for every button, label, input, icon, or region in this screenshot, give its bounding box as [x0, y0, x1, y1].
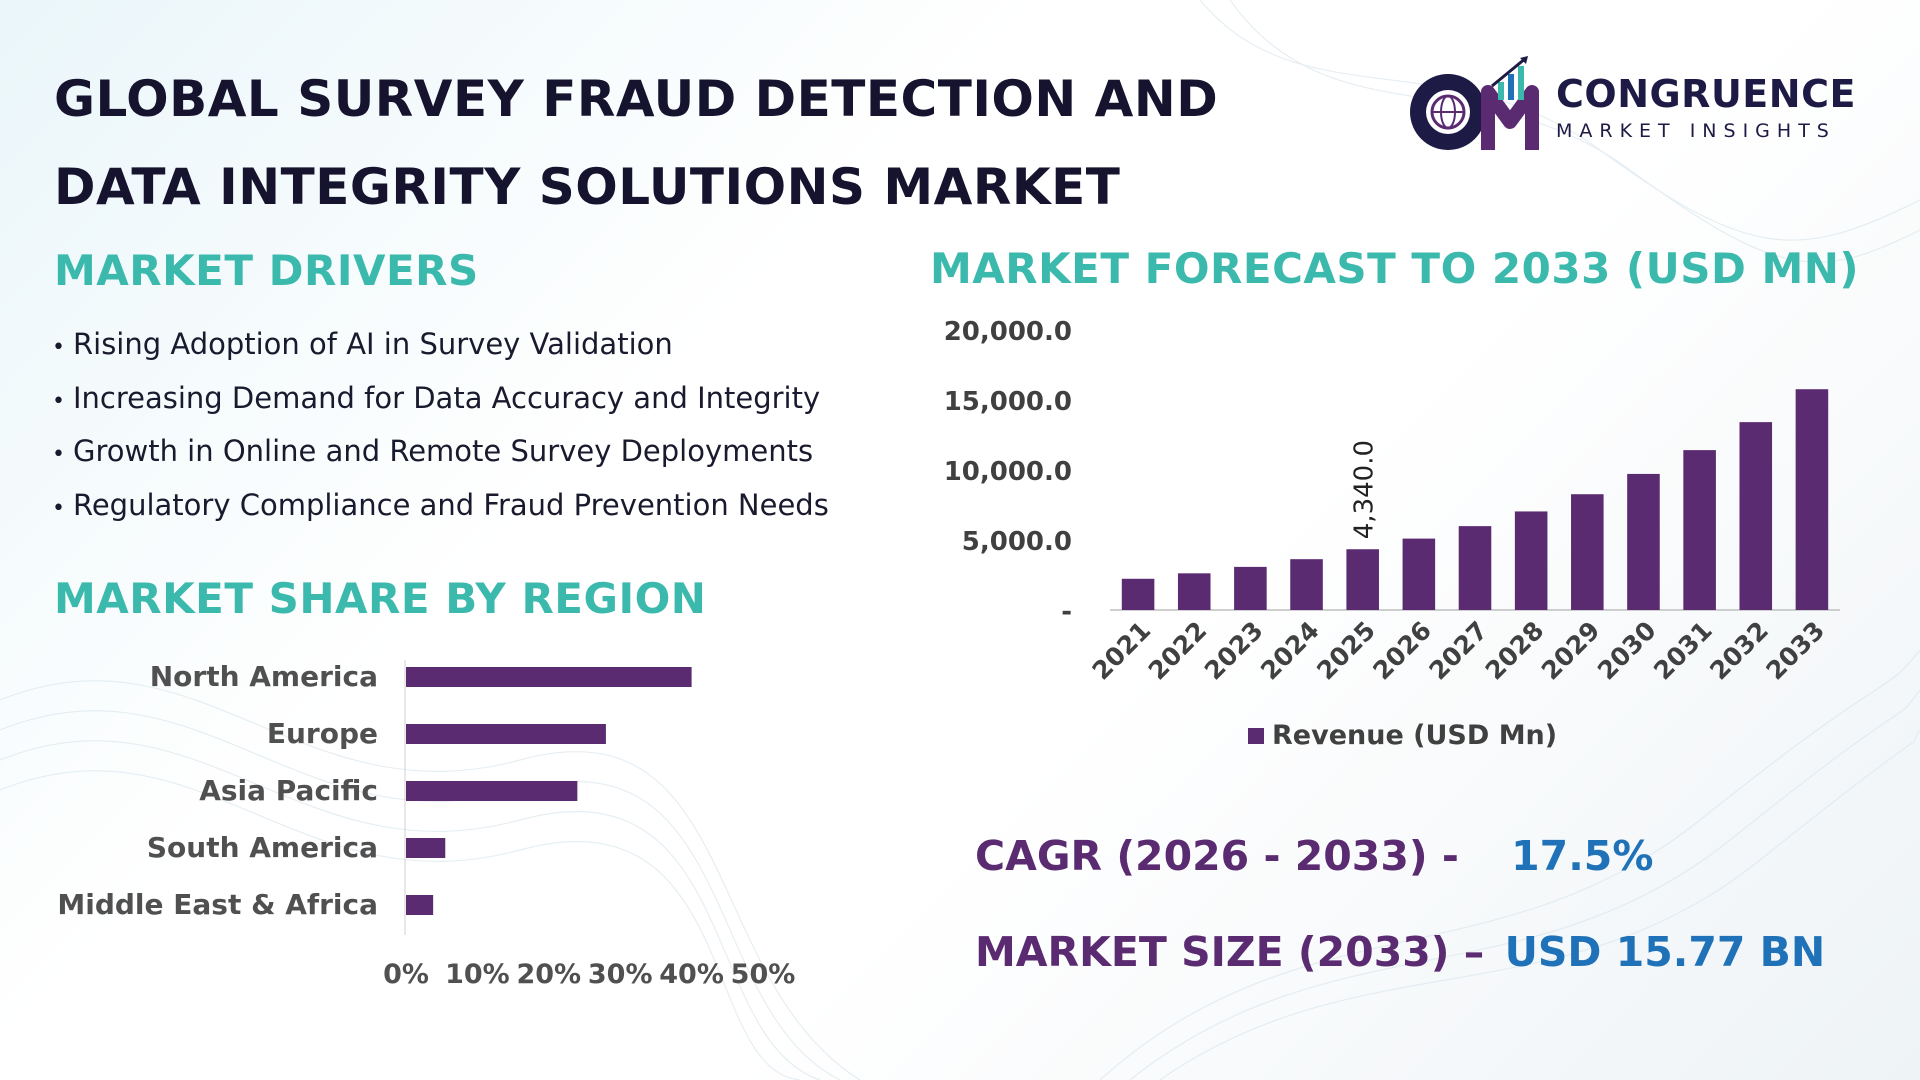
logo-tagline: MARKET INSIGHTS [1556, 120, 1836, 142]
driver-item: Regulatory Compliance and Fraud Preventi… [52, 483, 829, 537]
bar-2030 [1627, 473, 1660, 610]
cmi-globe-logo-icon [1410, 56, 1539, 150]
x-tick-label: 2021 [1087, 616, 1157, 686]
x-tick-label: 2022 [1143, 616, 1213, 686]
bar-2033 [1795, 389, 1829, 610]
x-tick-label: 2029 [1536, 616, 1606, 686]
driver-item: Rising Adoption of AI in Survey Validati… [52, 322, 829, 376]
data-label: 4,340.0 [1350, 440, 1380, 539]
bar-region [406, 667, 692, 687]
x-tick-label: 2028 [1480, 616, 1550, 686]
cagr-label: CAGR (2026 - 2033) - [975, 832, 1459, 880]
bar-2027 [1458, 526, 1492, 610]
forecast-bar-chart: - 5,000.0 10,000.0 15,000.0 20,000.0 20212022… [944, 317, 1840, 751]
x-tick-label: 0% [383, 959, 429, 990]
driver-item: Growth in Online and Remote Survey Deplo… [52, 429, 829, 483]
x-tick-label: 2027 [1424, 616, 1494, 686]
bar-2021 [1121, 578, 1155, 610]
bar-region [406, 781, 578, 801]
x-tick-label: 2030 [1592, 616, 1662, 686]
x-tick-label: 40% [659, 959, 724, 990]
market-size-kpi: MARKET SIZE (2033) – USD 15.77 BN [975, 928, 1825, 976]
category-label: North America [150, 660, 378, 693]
x-tick-label: 20% [516, 959, 581, 990]
x-tick-label: 2033 [1760, 616, 1830, 686]
bar-2029 [1571, 494, 1604, 610]
x-tick-label: 50% [731, 959, 796, 990]
title-line-2: DATA INTEGRITY SOLUTIONS MARKET [54, 158, 1121, 216]
bar-2031 [1683, 450, 1716, 610]
category-label: Middle East & Africa [57, 888, 378, 921]
driver-item: Increasing Demand for Data Accuracy and … [52, 376, 829, 430]
x-tick-label: 30% [588, 959, 653, 990]
x-tick-label: 2026 [1367, 616, 1437, 686]
logo-name: CONGRUENCE [1556, 72, 1856, 116]
region-bar-chart: North America Europe Asia Pacific South Ame… [57, 660, 796, 990]
page-title: GLOBAL SURVEY FRAUD DETECTION AND DATA I… [54, 55, 1218, 231]
bar-2028 [1514, 511, 1548, 610]
y-tick-label: 10,000.0 [944, 457, 1072, 487]
cagr-kpi: CAGR (2026 - 2033) - 17.5% [975, 832, 1653, 880]
bar-2023 [1234, 566, 1267, 610]
x-tick-label: 10% [445, 959, 510, 990]
forecast-heading: MARKET FORECAST TO 2033 (USD MN) [930, 244, 1860, 293]
x-tick-label: 2025 [1311, 616, 1381, 686]
category-label: South America [147, 831, 378, 864]
y-tick-label: 15,000.0 [944, 387, 1072, 417]
drivers-list: Rising Adoption of AI in Survey Validati… [52, 322, 829, 536]
bar-2026 [1402, 538, 1436, 610]
x-tick-label: 2024 [1255, 616, 1325, 686]
bar-2032 [1739, 422, 1773, 610]
category-label: Europe [267, 717, 378, 750]
title-line-1: GLOBAL SURVEY FRAUD DETECTION AND [54, 70, 1219, 128]
market-size-value: USD 15.77 BN [1504, 928, 1826, 976]
bar-2022 [1177, 573, 1211, 610]
bar-region [406, 724, 606, 744]
legend-swatch [1248, 728, 1264, 744]
bar-region [406, 838, 446, 858]
category-label: Asia Pacific [199, 774, 378, 807]
cagr-value: 17.5% [1511, 832, 1654, 880]
bar-2025 [1346, 549, 1379, 610]
x-tick-label: 2032 [1704, 616, 1774, 686]
bar-region [406, 895, 434, 915]
region-share-heading: MARKET SHARE BY REGION [54, 574, 707, 623]
x-tick-label: 2031 [1648, 616, 1718, 686]
y-tick-label: 5,000.0 [962, 527, 1072, 557]
y-tick-label: 20,000.0 [944, 317, 1072, 347]
y-tick-label: - [1061, 597, 1072, 627]
legend-label: Revenue (USD Mn) [1272, 720, 1557, 751]
market-size-label: MARKET SIZE (2033) – [975, 928, 1485, 976]
bar-2024 [1290, 559, 1323, 610]
x-tick-label: 2023 [1199, 616, 1269, 686]
drivers-heading: MARKET DRIVERS [54, 246, 479, 295]
